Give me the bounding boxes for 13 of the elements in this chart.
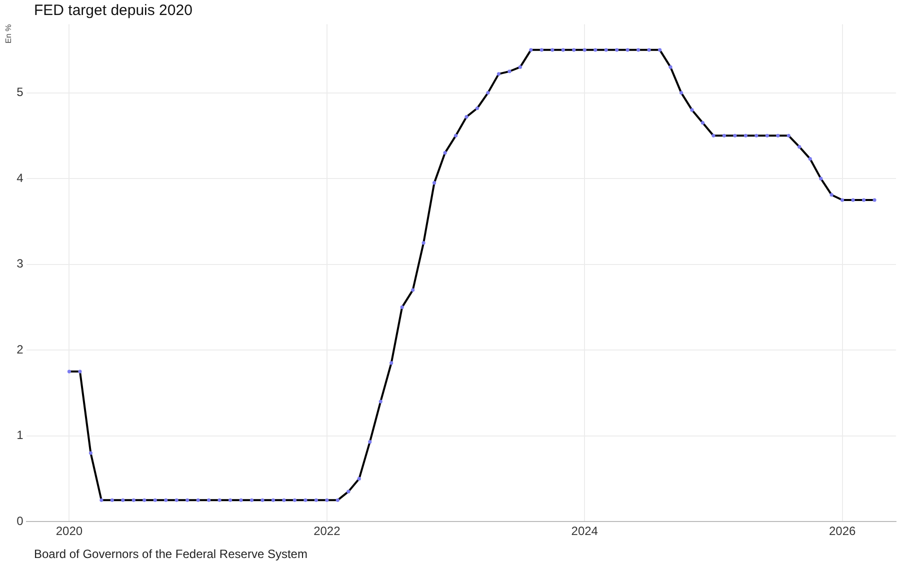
y-tick-label: 2 xyxy=(16,342,24,356)
x-tick-label: 2026 xyxy=(828,524,856,538)
x-tick-label: 2020 xyxy=(56,524,83,538)
x-tick-label: 2024 xyxy=(571,524,598,538)
x-tick-label: 2022 xyxy=(314,524,341,538)
y-tick-label: 5 xyxy=(16,85,24,100)
y-axis-title: En % xyxy=(4,24,14,44)
y-tick-label: 1 xyxy=(16,428,24,442)
y-tick-label: 0 xyxy=(16,514,24,528)
y-tick-label: 3 xyxy=(16,256,24,271)
y-tick-label: 4 xyxy=(16,170,24,185)
text: Board of Governors of the Federal Reserve System xyxy=(34,547,308,561)
chart-title: FED target depuis 2020 xyxy=(34,2,192,19)
